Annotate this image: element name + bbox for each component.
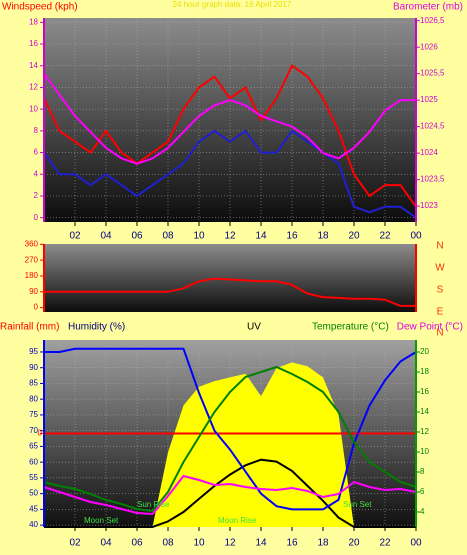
line xyxy=(44,458,416,528)
x-tick-label: 22 xyxy=(379,231,391,242)
annotation: Moon Rise xyxy=(218,516,257,525)
y-tick-label: 0 xyxy=(34,213,39,222)
x-tick-label: 00 xyxy=(410,231,422,242)
axis-label: UV xyxy=(247,322,261,333)
x-tick-label: 00 xyxy=(410,538,422,549)
compass-label: E xyxy=(437,307,444,318)
x-tick-label: 08 xyxy=(162,538,174,549)
x-tick-label: 18 xyxy=(317,231,329,242)
y-tick-label: 1025,5 xyxy=(420,69,445,78)
y-tick-label: 8 xyxy=(420,467,425,476)
y-tick-label: 90 xyxy=(29,287,38,296)
y-tick-label: 1024,5 xyxy=(420,122,445,131)
y-tick-label: 18 xyxy=(29,17,38,26)
axis-label: Temperature (°C) xyxy=(312,322,389,333)
x-tick-label: 16 xyxy=(286,538,298,549)
plot-area xyxy=(44,244,416,312)
y-tick-label: 90 xyxy=(29,363,38,372)
y-tick-label: 0 xyxy=(34,303,39,312)
line xyxy=(43,73,416,165)
y-tick-label: 1023,5 xyxy=(420,175,445,184)
compass-label: W xyxy=(435,263,445,274)
x-tick-label: 06 xyxy=(131,538,143,549)
y-tick-label: 10 xyxy=(29,104,38,113)
y-tick-label: 12 xyxy=(420,427,429,436)
x-tick-label: 06 xyxy=(131,231,143,242)
y-tick-label: 50 xyxy=(29,489,38,498)
y-tick-label: 80 xyxy=(29,394,38,403)
y-tick-label: 16 xyxy=(420,387,429,396)
y-tick-label: 85 xyxy=(29,379,38,388)
x-tick-label: 10 xyxy=(193,231,205,242)
y-tick-label: 10 xyxy=(420,447,429,456)
y-tick-label: 8 xyxy=(34,126,39,135)
chart-title: 24 hour graph data: 16 April 2017 xyxy=(173,0,292,9)
y-tick-label: 1024 xyxy=(420,148,438,157)
x-tick-label: 14 xyxy=(255,231,267,242)
y-tick-label: 60 xyxy=(29,457,38,466)
line xyxy=(43,474,417,516)
axis-label: Dew Point (°C) xyxy=(397,322,463,333)
x-tick-label: 18 xyxy=(317,538,329,549)
x-tick-label: 14 xyxy=(255,538,267,549)
compass-label: N xyxy=(436,241,443,252)
y-tick-label: 55 xyxy=(29,473,38,482)
x-tick-label: 20 xyxy=(348,538,360,549)
y-tick-label: 6 xyxy=(420,487,425,496)
line xyxy=(43,365,417,513)
y-tick-label: 12 xyxy=(29,83,38,92)
y-tick-label: 16 xyxy=(29,39,38,48)
axis-label: Barometer (mb) xyxy=(393,2,463,13)
x-tick-label: 16 xyxy=(286,231,298,242)
area xyxy=(44,362,416,527)
annotation: Moon Set xyxy=(84,516,119,525)
y-tick-label: 1025 xyxy=(420,95,438,104)
y-tick-label: 65 xyxy=(29,442,38,451)
y-tick-label: 14 xyxy=(29,61,38,70)
y-tick-label: 95 xyxy=(29,347,38,356)
y-tick-label: 360 xyxy=(25,239,39,248)
axis-label: Windspeed (kph) xyxy=(2,2,78,13)
x-tick-label: 22 xyxy=(379,538,391,549)
axis-label: Rainfall (mm) xyxy=(0,322,59,333)
compass-label: N xyxy=(436,328,443,339)
x-tick-label: 10 xyxy=(193,538,205,549)
x-tick-label: 12 xyxy=(224,538,236,549)
y-tick-label: 4 xyxy=(34,169,39,178)
x-tick-label: 08 xyxy=(162,231,174,242)
x-tick-label: 04 xyxy=(100,538,112,549)
y-tick-label: 70 xyxy=(29,426,38,435)
x-tick-label: 12 xyxy=(224,231,236,242)
line xyxy=(43,129,417,219)
plots: 02 04 06 08 10 12 14 16 18 20 22 000246810121416181… xyxy=(25,16,445,549)
y-tick-label: 180 xyxy=(25,271,39,280)
y-tick-label: 45 xyxy=(29,504,38,513)
y-tick-label: 1026 xyxy=(420,42,438,51)
y-tick-label: 0 xyxy=(38,429,43,438)
compass-label: S xyxy=(437,285,444,296)
y-tick-label: 1026,5 xyxy=(420,16,445,25)
y-tick-label: 18 xyxy=(420,367,429,376)
x-tick-label: 02 xyxy=(69,538,81,549)
y-tick-label: 6 xyxy=(34,148,39,157)
line xyxy=(43,64,417,208)
y-tick-label: 2 xyxy=(34,191,39,200)
y-tick-label: 270 xyxy=(25,255,39,264)
x-tick-label: 02 xyxy=(69,231,81,242)
axis-label: Humidity (%) xyxy=(68,322,125,333)
x-tick-label: 04 xyxy=(100,231,112,242)
y-tick-label: 1023 xyxy=(420,201,438,210)
y-tick-label: 75 xyxy=(29,410,38,419)
line xyxy=(44,277,416,307)
y-tick-label: 14 xyxy=(420,407,429,416)
annotation: Sun Set xyxy=(343,500,372,509)
x-tick-label: 20 xyxy=(348,231,360,242)
annotation: Sun Rise xyxy=(137,500,170,509)
y-tick-label: 40 xyxy=(29,520,38,529)
y-tick-label: 4 xyxy=(420,507,425,516)
y-tick-label: 20 xyxy=(420,347,429,356)
